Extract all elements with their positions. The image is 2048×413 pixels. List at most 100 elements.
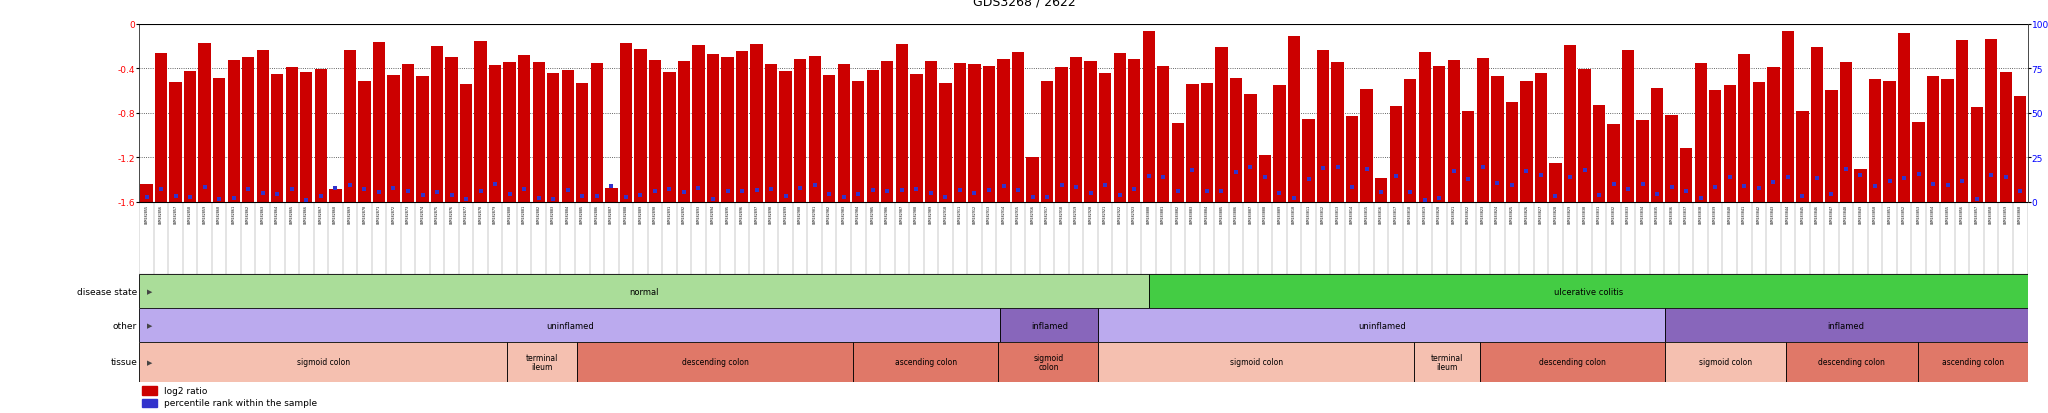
- Point: [1786, 193, 1819, 200]
- Text: GSM282860: GSM282860: [217, 204, 221, 223]
- Point: [1395, 189, 1427, 196]
- Point: [1364, 189, 1397, 196]
- Point: [594, 183, 627, 190]
- Bar: [1898, 34, 1911, 202]
- Bar: [1565, 46, 1577, 202]
- Bar: [1665, 309, 2028, 342]
- Text: GSM282888: GSM282888: [625, 204, 629, 223]
- Text: ▶: ▶: [147, 323, 154, 328]
- Point: [1161, 188, 1194, 195]
- Text: GSM282908: GSM282908: [913, 204, 918, 223]
- Bar: [1710, 90, 1722, 202]
- Text: GSM283036: GSM283036: [1669, 204, 1673, 223]
- Point: [1843, 172, 1876, 179]
- Text: GSM283022: GSM283022: [1466, 204, 1470, 223]
- Point: [1524, 172, 1556, 178]
- Bar: [1665, 342, 1786, 382]
- Bar: [1579, 70, 1591, 202]
- Text: GSM282858: GSM282858: [188, 204, 193, 223]
- Text: GSM283049: GSM283049: [1858, 204, 1862, 223]
- Text: GSM282916: GSM282916: [1030, 204, 1034, 223]
- Bar: [578, 342, 854, 382]
- Bar: [504, 63, 516, 202]
- Point: [565, 193, 598, 199]
- Text: GSM282855: GSM282855: [145, 204, 150, 223]
- Point: [551, 187, 584, 194]
- Text: GSM282885: GSM282885: [580, 204, 584, 223]
- Point: [1700, 184, 1733, 190]
- Bar: [1505, 103, 1518, 202]
- Bar: [430, 47, 442, 202]
- Bar: [766, 65, 778, 202]
- Bar: [1491, 76, 1503, 202]
- Point: [1974, 172, 2007, 179]
- Bar: [1114, 54, 1126, 202]
- Bar: [999, 309, 1098, 342]
- Bar: [475, 41, 487, 202]
- Point: [1860, 183, 1892, 190]
- Bar: [780, 72, 793, 202]
- Bar: [242, 58, 254, 202]
- Text: GSM282884: GSM282884: [565, 204, 569, 223]
- Text: GSM283006: GSM283006: [1233, 204, 1237, 223]
- Text: ulcerative colitis: ulcerative colitis: [1554, 287, 1624, 296]
- Text: GSM283046: GSM283046: [1815, 204, 1819, 223]
- Text: GSM283002: GSM283002: [1176, 204, 1180, 223]
- Bar: [561, 71, 573, 202]
- Bar: [999, 342, 1098, 382]
- Point: [406, 192, 438, 199]
- Bar: [795, 60, 807, 202]
- Bar: [1413, 342, 1481, 382]
- Bar: [1186, 85, 1198, 202]
- Bar: [854, 342, 999, 382]
- Bar: [1767, 68, 1780, 202]
- Bar: [301, 73, 313, 202]
- Point: [522, 195, 555, 202]
- Bar: [1999, 73, 2011, 202]
- Text: GSM282903: GSM282903: [842, 204, 846, 223]
- Point: [260, 191, 293, 198]
- Text: GSM282902: GSM282902: [827, 204, 831, 223]
- Text: GSM283041: GSM283041: [1743, 204, 1747, 223]
- Bar: [184, 71, 197, 202]
- Text: GSM282897: GSM282897: [754, 204, 758, 223]
- Bar: [635, 50, 647, 202]
- Point: [827, 195, 860, 201]
- Text: GSM282912: GSM282912: [973, 204, 977, 223]
- Text: GSM283053: GSM283053: [1917, 204, 1921, 223]
- Text: GSM282894: GSM282894: [711, 204, 715, 223]
- Point: [1059, 184, 1092, 190]
- Text: ▶: ▶: [147, 359, 154, 365]
- Bar: [1448, 61, 1460, 202]
- Bar: [1884, 82, 1896, 202]
- Text: GSM282883: GSM282883: [551, 204, 555, 223]
- Bar: [1026, 157, 1038, 202]
- Bar: [373, 43, 385, 202]
- Text: descending colon: descending colon: [1538, 358, 1606, 366]
- Point: [1583, 193, 1616, 199]
- Point: [1874, 178, 1907, 185]
- Point: [653, 186, 686, 192]
- Text: GSM283029: GSM283029: [1569, 204, 1573, 223]
- Point: [1683, 195, 1716, 202]
- Bar: [1200, 84, 1212, 202]
- Text: GSM282901: GSM282901: [813, 204, 817, 223]
- Point: [537, 196, 569, 202]
- Text: GSM282886: GSM282886: [594, 204, 598, 223]
- Text: GSM282871: GSM282871: [377, 204, 381, 223]
- Point: [1743, 185, 1776, 191]
- Bar: [721, 58, 733, 202]
- Bar: [141, 185, 154, 202]
- Bar: [838, 65, 850, 202]
- Bar: [954, 64, 967, 202]
- Bar: [664, 72, 676, 202]
- Point: [870, 188, 903, 195]
- Bar: [895, 45, 907, 202]
- Point: [1321, 165, 1354, 171]
- Text: GSM282873: GSM282873: [406, 204, 410, 223]
- Bar: [1229, 79, 1241, 202]
- Bar: [940, 83, 952, 202]
- Text: GSM282896: GSM282896: [739, 204, 743, 223]
- Bar: [590, 64, 602, 202]
- Bar: [1870, 80, 1882, 202]
